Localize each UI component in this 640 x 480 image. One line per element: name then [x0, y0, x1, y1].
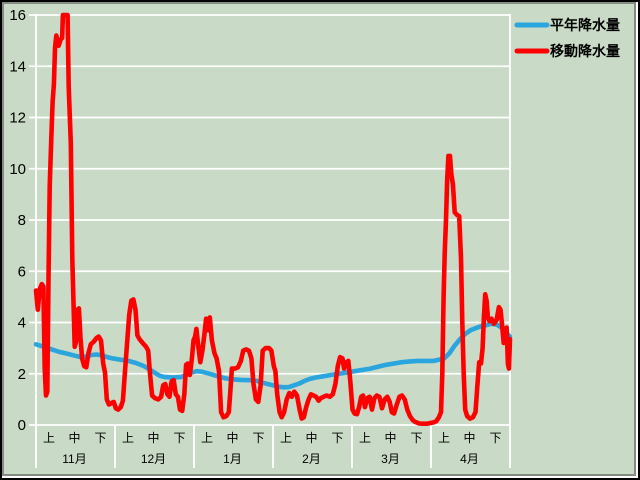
period-label: 中 [384, 430, 396, 445]
month-label: 4月 [460, 452, 479, 466]
y-axis-label: 16 [9, 7, 26, 24]
y-axis-label: 2 [18, 366, 26, 383]
y-axis-label: 14 [9, 58, 26, 75]
legend: 平年降水量 移動降水量 [514, 17, 620, 59]
plot-area: 0246810121416上中下11月上中下12月上中下1月上中下2月上中下3月… [9, 7, 513, 468]
period-label: 下 [252, 431, 264, 445]
y-axis-label: 8 [18, 212, 26, 229]
y-axis-label: 6 [18, 263, 26, 280]
period-label: 下 [331, 431, 343, 445]
period-label: 中 [305, 430, 317, 445]
period-label: 中 [147, 430, 159, 445]
period-label: 上 [438, 431, 450, 445]
y-axis-label: 0 [18, 417, 26, 434]
period-label: 下 [489, 431, 501, 445]
series-line-normal-precipitation [33, 321, 513, 390]
period-label: 上 [43, 431, 55, 445]
period-label: 中 [463, 430, 475, 445]
period-label: 中 [226, 430, 238, 445]
month-label: 2月 [302, 452, 321, 466]
period-label: 中 [68, 430, 80, 445]
series-line-moving-precipitation [33, 12, 513, 427]
period-label: 下 [410, 431, 422, 445]
period-label: 上 [359, 431, 371, 445]
period-label: 上 [201, 431, 213, 445]
legend-label-moving-precip: 移動降水量 [550, 43, 620, 59]
period-label: 下 [94, 431, 106, 445]
period-label: 上 [280, 431, 292, 445]
period-label: 下 [173, 431, 185, 445]
month-label: 12月 [141, 452, 166, 466]
month-label: 11月 [62, 452, 86, 466]
period-label: 上 [122, 431, 134, 445]
y-axis-label: 4 [18, 315, 26, 332]
month-label: 3月 [381, 452, 400, 466]
y-axis-label: 10 [9, 161, 26, 178]
legend-label-normal-precip: 平年降水量 [550, 17, 620, 33]
month-label: 1月 [223, 452, 242, 466]
y-axis-label: 12 [9, 110, 26, 127]
